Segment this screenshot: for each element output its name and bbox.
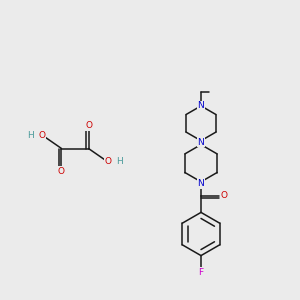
Text: N: N [198,179,204,188]
Text: N: N [198,101,204,110]
Text: O: O [58,167,65,176]
Text: O: O [38,130,46,140]
Text: H: H [27,130,34,140]
Text: N: N [198,138,204,147]
Text: F: F [198,268,204,277]
Text: O: O [221,191,228,200]
Text: O: O [85,122,92,130]
Text: O: O [104,158,112,166]
Text: H: H [116,158,123,166]
